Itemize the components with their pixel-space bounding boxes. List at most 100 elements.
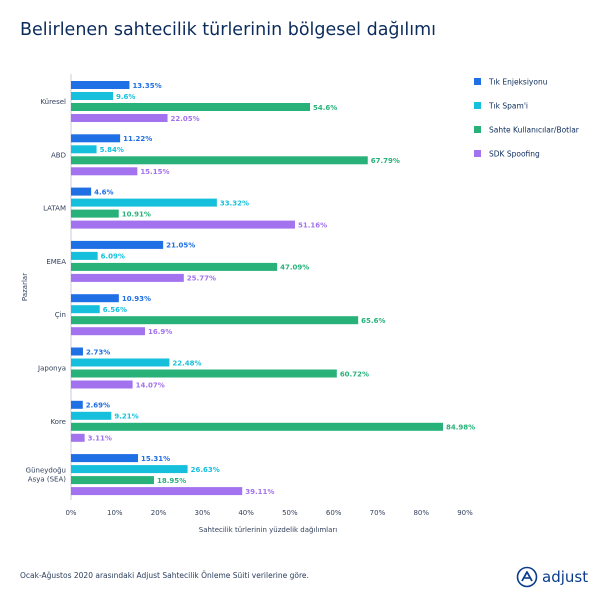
data-label: 47.09% [280,264,309,272]
bar [71,422,444,431]
data-label: 4.6% [94,188,113,196]
bar [71,262,278,271]
adjust-logo: adjust [516,566,588,588]
legend-swatch [474,126,481,133]
bar [71,209,119,218]
bar [71,220,295,229]
data-label: 2.69% [86,402,110,410]
adjust-logo-icon [516,566,538,588]
data-label: 33.32% [220,199,249,207]
category-label: Güneydoğu Asya (SEA) [26,467,67,484]
footnote: Ocak-Ağustos 2020 arasındaki Adjust Saht… [20,571,309,580]
category-label: Küresel [40,98,66,106]
bar [71,156,368,165]
bar [71,187,92,196]
x-tick-label: 0% [65,509,76,517]
data-label: 9.21% [114,413,138,421]
x-tick-label: 40% [238,509,254,517]
legend-swatch [474,78,481,85]
category-label: EMEA [46,258,66,266]
legend-label: SDK Spoofing [489,150,540,159]
data-label: 84.98% [446,424,475,432]
data-label: 2.73% [86,348,110,356]
legend: Tık Enjeksiyonu Tık Spam'i Sahte Kullanıcı… [474,78,580,159]
data-label: 22.05% [171,115,200,123]
bar [71,476,154,485]
x-tick-label: 20% [151,509,167,517]
data-label: 3.11% [88,435,112,443]
x-axis-title: Sahtecilik türlerinin yüzdelik dağılımla… [199,526,337,534]
data-label: 13.35% [132,82,161,90]
data-label: 65.6% [361,317,385,325]
data-label: 21.05% [166,242,195,250]
x-tick-label: 80% [413,509,429,517]
bar [71,81,130,89]
bar [71,294,119,303]
data-label: 5.84% [100,146,124,154]
bar [71,347,83,356]
bar [71,114,168,122]
bar [71,465,188,474]
bar [71,487,243,496]
bar [71,134,121,143]
category-label: Japonya [37,365,66,373]
bar [71,369,337,378]
bars: 13.35% 11.22% 4.6% 21.05% 10.93% 2.73% 2.69% 15… [71,81,475,496]
data-label: 9.6% [116,93,135,101]
category-label: LATAM [43,205,66,213]
bar [71,400,83,409]
x-tick-label: 30% [195,509,211,517]
bar [71,251,98,260]
bar [71,103,311,111]
y-axis-title: Pazarlar [21,273,29,301]
data-label: 15.31% [141,455,170,463]
bar [71,145,97,154]
x-tick-label: 70% [370,509,386,517]
x-tick-label: 10% [107,509,123,517]
legend-label: Tık Enjeksiyonu [488,78,548,87]
x-tick-label: 90% [457,509,473,517]
bar [71,433,85,442]
bar [71,411,112,420]
bar [71,92,114,100]
data-label: 11.22% [123,135,152,143]
data-label: 51.16% [298,221,327,229]
data-label: 60.72% [340,370,369,378]
x-tick-label: 60% [326,509,342,517]
bar [71,358,170,367]
bar [71,327,145,336]
brand-name: adjust [542,568,589,586]
data-label: 15.15% [140,168,169,176]
bar [71,316,359,325]
data-label: 6.09% [101,253,125,261]
bar [71,167,138,176]
data-label: 54.6% [313,104,337,112]
axes: 0% 10% 20% 30% 40% 50% 60% 70% 80% 90% Sahtecilik … [21,74,473,534]
data-label: 18.95% [157,477,186,485]
bar [71,198,217,207]
data-label: 10.91% [122,210,151,218]
data-label: 67.79% [371,157,400,165]
chart-title: Belirlenen sahtecilik türlerinin bölgese… [20,20,437,40]
data-label: 10.93% [122,295,151,303]
data-label: 6.56% [103,306,127,314]
legend-swatch [474,150,481,157]
category-label: ABD [51,151,66,159]
bar [71,305,100,314]
legend-label: Tık Spam'i [488,102,528,111]
category-label: Kore [50,418,66,426]
data-label: 16.9% [148,328,172,336]
x-tick-label: 50% [282,509,298,517]
data-label: 26.63% [191,466,220,474]
data-label: 14.07% [136,381,165,389]
bar [71,240,164,249]
legend-label: Sahte Kullanıcılar/Botlar [489,126,580,135]
bar [71,273,184,282]
data-label: 39.11% [245,488,274,496]
bar [71,380,133,389]
legend-swatch [474,102,481,109]
data-label: 25.77% [187,275,216,283]
category-label: Çin [55,311,66,319]
data-label: 22.48% [172,359,201,367]
